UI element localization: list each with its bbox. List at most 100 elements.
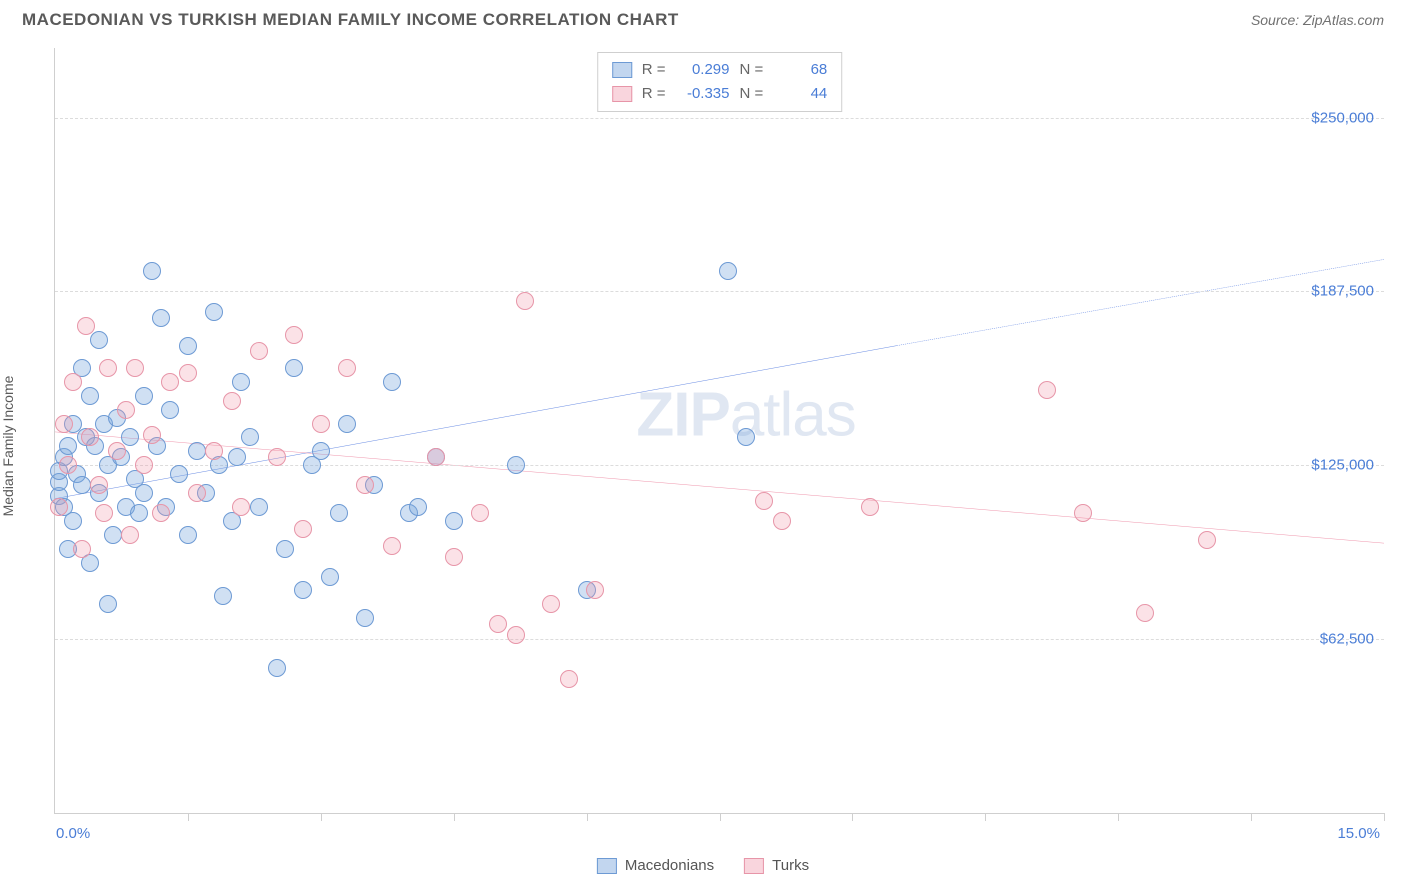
legend: Macedonians Turks [597,857,809,874]
data-point [55,415,73,433]
data-point [507,456,525,474]
data-point [321,568,339,586]
data-point [861,498,879,516]
data-point [205,442,223,460]
data-point [719,262,737,280]
data-point [737,428,755,446]
data-point [188,442,206,460]
r-value: 0.299 [676,58,730,82]
n-label: N = [740,58,764,82]
data-point [77,317,95,335]
data-point [268,448,286,466]
data-point [338,415,356,433]
data-point [250,498,268,516]
data-point [170,465,188,483]
legend-swatch [612,86,632,102]
data-point [1198,531,1216,549]
x-tick [1384,813,1385,821]
gridline [55,465,1384,466]
x-tick [720,813,721,821]
data-point [228,448,246,466]
x-axis-max-label: 15.0% [1337,825,1380,842]
data-point [143,262,161,280]
r-label: R = [642,58,666,82]
x-axis-min-label: 0.0% [56,825,90,842]
n-label: N = [740,82,764,106]
data-point [104,526,122,544]
n-value: 68 [773,58,827,82]
data-point [409,498,427,516]
data-point [268,659,286,677]
stats-box: R =0.299N =68R =-0.335N =44 [597,52,843,112]
data-point [161,373,179,391]
x-tick [587,813,588,821]
data-point [126,359,144,377]
data-point [73,476,91,494]
data-point [64,512,82,530]
data-point [773,512,791,530]
data-point [338,359,356,377]
data-point [135,456,153,474]
data-point [1136,604,1154,622]
data-point [383,537,401,555]
data-point [383,373,401,391]
data-point [121,428,139,446]
data-point [356,476,374,494]
data-point [179,364,197,382]
data-point [108,442,126,460]
data-point [188,484,206,502]
y-tick-label: $125,000 [1311,457,1374,474]
y-tick-label: $187,500 [1311,283,1374,300]
gridline [55,291,1384,292]
chart-title: MACEDONIAN VS TURKISH MEDIAN FAMILY INCO… [22,10,679,30]
data-point [95,504,113,522]
r-label: R = [642,82,666,106]
n-value: 44 [773,82,827,106]
data-point [117,401,135,419]
data-point [90,331,108,349]
data-point [135,484,153,502]
data-point [356,609,374,627]
data-point [471,504,489,522]
x-tick [852,813,853,821]
y-tick-label: $62,500 [1320,631,1374,648]
data-point [179,526,197,544]
data-point [130,504,148,522]
legend-label: Macedonians [625,857,714,874]
data-point [143,426,161,444]
data-point [135,387,153,405]
stats-row: R = 0.299 N = 68 [612,58,828,82]
data-point [81,387,99,405]
data-point [294,520,312,538]
data-point [250,342,268,360]
gridline [55,639,1384,640]
legend-swatch [744,858,764,874]
data-point [312,415,330,433]
data-point [99,359,117,377]
data-point [205,303,223,321]
data-point [50,498,68,516]
data-point [507,626,525,644]
data-point [121,526,139,544]
data-point [285,326,303,344]
legend-item: Macedonians [597,857,714,874]
data-point [64,373,82,391]
data-point [161,401,179,419]
data-point [542,595,560,613]
data-point [59,456,77,474]
chart-container: Median Family Income ZIPatlas R =0.299N … [22,48,1384,844]
plot-area: ZIPatlas R =0.299N =68R =-0.335N =44 $62… [54,48,1384,814]
data-point [179,337,197,355]
data-point [755,492,773,510]
data-point [285,359,303,377]
legend-item: Turks [744,857,809,874]
data-point [152,309,170,327]
data-point [1038,381,1056,399]
trend-line [55,432,1384,543]
x-tick [985,813,986,821]
data-point [560,670,578,688]
data-point [445,548,463,566]
y-axis-label: Median Family Income [0,376,16,517]
data-point [445,512,463,530]
data-point [232,498,250,516]
